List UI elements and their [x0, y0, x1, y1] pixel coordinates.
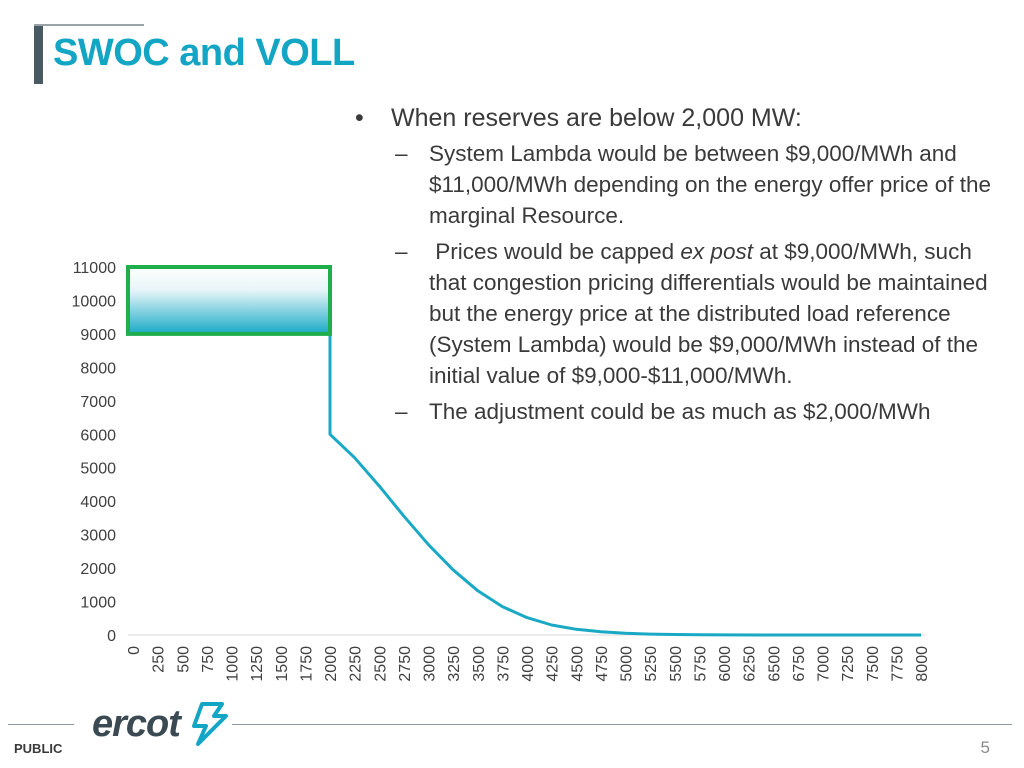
- x-tick-label: 2750: [397, 646, 414, 682]
- x-tick-label: 6750: [791, 646, 808, 682]
- title-top-rule: [34, 24, 144, 26]
- x-tick-label: 3750: [495, 646, 512, 682]
- sub-item-text: System Lambda would be between $9,000/MW…: [429, 141, 992, 228]
- slide-body: • When reserves are below 2,000 MW: – Sy…: [355, 102, 1005, 427]
- x-tick-label: 6250: [742, 646, 759, 682]
- y-tick-label: 7000: [80, 394, 116, 411]
- y-tick-label: 8000: [80, 360, 116, 377]
- y-tick-label: 11000: [73, 260, 116, 277]
- x-tick-label: 7500: [865, 646, 882, 682]
- sub-item-adjustment: – The adjustment could be as much as $2,…: [355, 396, 1005, 427]
- x-tick-label: 3000: [422, 646, 439, 682]
- x-tick-label: 4250: [545, 646, 562, 682]
- y-tick-label: 1000: [80, 595, 116, 612]
- x-tick-label: 3250: [446, 646, 463, 682]
- x-tick-label: 6500: [766, 646, 783, 682]
- x-tick-label: 250: [151, 646, 168, 673]
- y-tick-label: 9000: [80, 327, 116, 344]
- x-tick-label: 7250: [840, 646, 857, 682]
- footer-rule-right: [232, 724, 1012, 725]
- x-tick-label: 7000: [816, 646, 833, 682]
- x-tick-label: 5750: [692, 646, 709, 682]
- dash-marker: –: [395, 239, 408, 264]
- y-tick-label: 6000: [80, 427, 116, 444]
- sub-item-price-cap: – Prices would be capped ex post at $9,0…: [355, 236, 1005, 391]
- x-axis: 0 250 500 750 1000 1250 1500 1750 2000 2250 2500 27…: [126, 646, 931, 682]
- y-axis: 0 1000 2000 3000 4000 5000 6000 7000 8000 9000 100…: [72, 260, 117, 645]
- x-tick-label: 5000: [619, 646, 636, 682]
- highlight-box: [126, 265, 332, 336]
- bullet-reserves: • When reserves are below 2,000 MW:: [355, 102, 1005, 135]
- sub-item-emphasis: ex post: [680, 239, 753, 264]
- y-tick-label: 0: [107, 628, 116, 645]
- x-tick-label: 500: [175, 646, 192, 673]
- x-tick-label: 1500: [274, 646, 291, 682]
- x-tick-label: 4500: [569, 646, 586, 682]
- dash-marker: –: [395, 141, 408, 166]
- ercot-logo: ercot: [92, 703, 181, 745]
- x-tick-label: 1250: [249, 646, 266, 682]
- sub-item-system-lambda: – System Lambda would be between $9,000/…: [355, 138, 1005, 231]
- x-tick-label: 0: [126, 646, 143, 655]
- x-tick-label: 8000: [914, 646, 931, 682]
- y-tick-label: 3000: [80, 528, 116, 545]
- x-tick-label: 4000: [520, 646, 537, 682]
- x-tick-label: 1750: [298, 646, 315, 682]
- x-tick-label: 1000: [225, 646, 242, 682]
- bullet-text: When reserves are below 2,000 MW:: [391, 104, 802, 132]
- shaded-band: [128, 267, 330, 334]
- x-tick-label: 7750: [889, 646, 906, 682]
- x-tick-label: 750: [200, 646, 217, 673]
- x-tick-label: 5250: [643, 646, 660, 682]
- y-tick-label: 10000: [72, 293, 117, 310]
- x-tick-label: 2500: [372, 646, 389, 682]
- x-tick-label: 5500: [668, 646, 685, 682]
- y-tick-label: 4000: [80, 494, 116, 511]
- footer-rule-left: [8, 724, 74, 725]
- y-tick-label: 5000: [80, 461, 116, 478]
- bullet-marker: •: [355, 104, 364, 132]
- ercot-logo-icon: [192, 702, 228, 746]
- dash-marker: –: [395, 399, 408, 424]
- x-tick-label: 6000: [717, 646, 734, 682]
- x-tick-label: 4750: [594, 646, 611, 682]
- sub-item-text-start: Prices would be capped: [429, 239, 681, 264]
- x-tick-label: 2000: [323, 646, 340, 682]
- slide-title: SWOC and VOLL: [53, 32, 355, 74]
- x-tick-label: 2250: [348, 646, 365, 682]
- page-number: 5: [980, 738, 990, 757]
- title-accent-bar: [34, 26, 43, 84]
- y-tick-label: 2000: [80, 561, 116, 578]
- sub-item-text: The adjustment could be as much as $2,00…: [429, 399, 931, 424]
- x-tick-label: 3500: [471, 646, 488, 682]
- classification-label: PUBLIC: [14, 741, 63, 756]
